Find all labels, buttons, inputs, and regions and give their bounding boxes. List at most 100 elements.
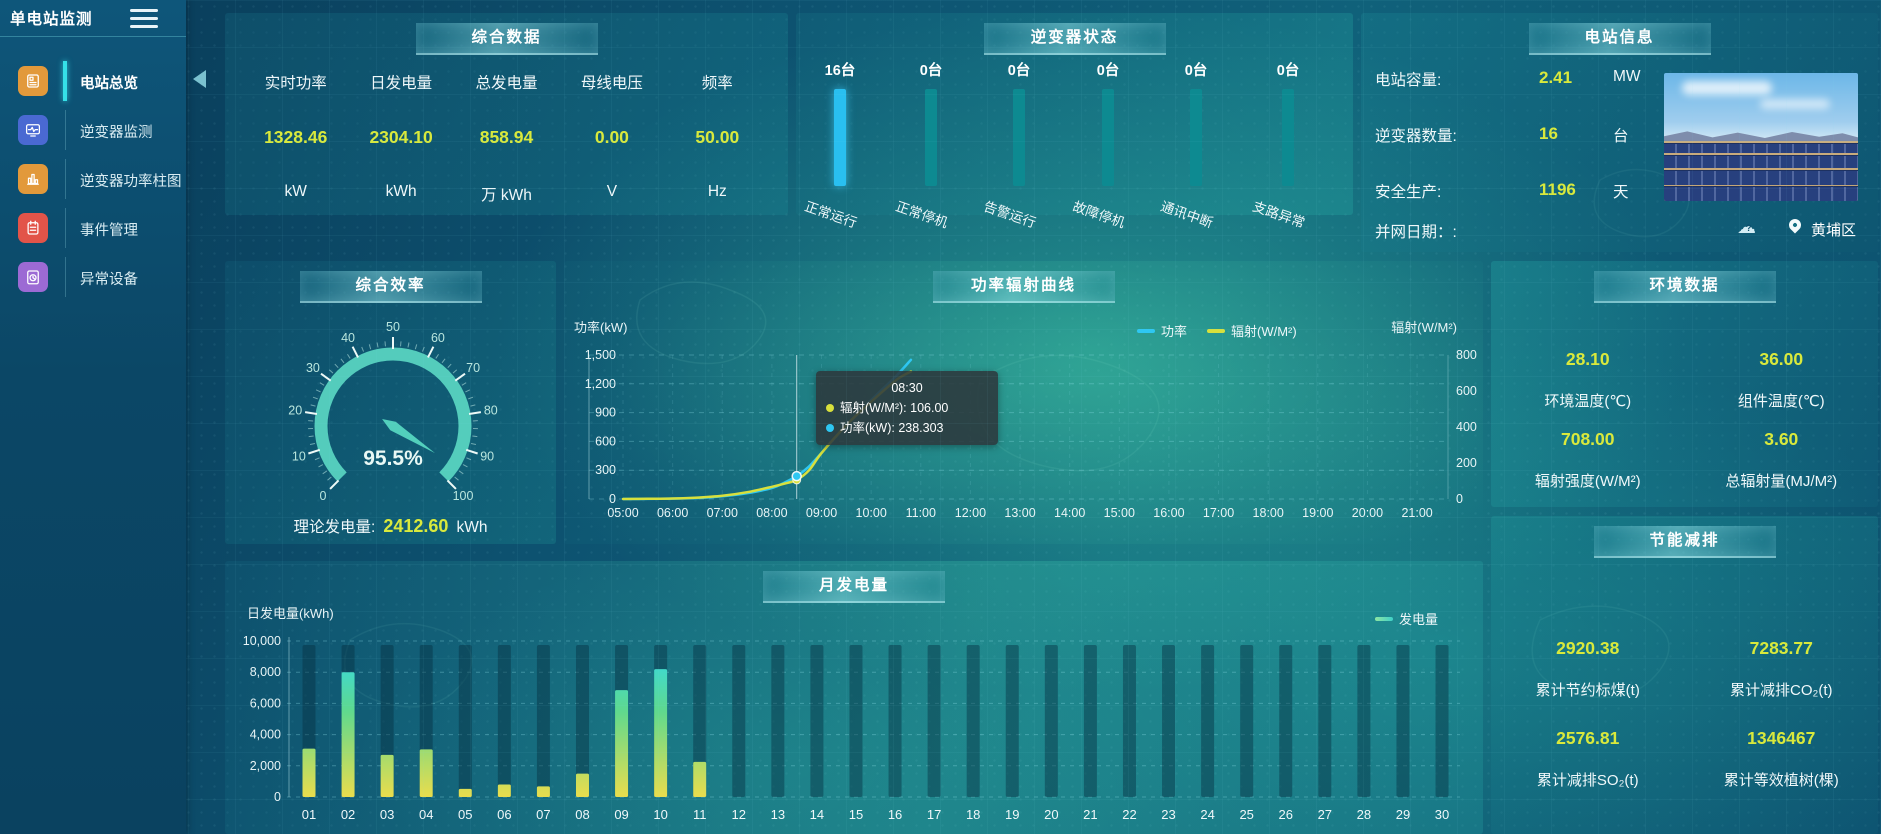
abnormal-device-icon xyxy=(18,262,48,292)
sidebar-item-4[interactable]: 事件管理 xyxy=(0,205,186,251)
inverter-status-group: 0台 通讯中断 xyxy=(1151,13,1241,231)
metric-env-3: 3.60 总辐射量(MJ/M²) xyxy=(1685,429,1879,491)
sidebar-item-2[interactable]: 逆变器监测 xyxy=(0,107,186,153)
legend-item-generation[interactable]: 发电量 xyxy=(1375,609,1438,628)
station-row-value: 2.41 xyxy=(1539,68,1573,87)
panel-title: 环境数据 xyxy=(1593,271,1776,303)
app-title: 单电站监测 xyxy=(10,11,93,28)
svg-text:05:00: 05:00 xyxy=(607,506,638,520)
svg-text:06:00: 06:00 xyxy=(657,506,688,520)
inverter-monitor-icon xyxy=(18,115,48,145)
svg-text:25: 25 xyxy=(1239,807,1253,822)
svg-text:24: 24 xyxy=(1200,807,1214,822)
svg-text:900: 900 xyxy=(595,406,616,420)
sidebar-item-1[interactable]: 电站总览 xyxy=(0,58,186,104)
tooltip-series-dot xyxy=(826,424,834,432)
inverter-count: 0台 xyxy=(1276,63,1300,79)
metric-value: 36.00 xyxy=(1759,349,1804,369)
svg-text:10,000: 10,000 xyxy=(243,634,281,648)
svg-text:27: 27 xyxy=(1318,807,1332,822)
metric-saving-1: 7283.77 累计减排CO₂(t) xyxy=(1685,638,1879,700)
active-indicator xyxy=(65,257,66,297)
weather-cloud-icon[interactable]: ☁? xyxy=(1737,217,1756,238)
metric-saving-2: 2576.81 累计减排SO₂(t) xyxy=(1491,728,1685,790)
metric-value: 28.10 xyxy=(1565,349,1610,369)
sidebar-divider xyxy=(0,36,186,37)
panel-environment-data: 环境数据 28.10 环境温度(℃) 36.00 组件温度(℃) 708.00 辐射强度(… xyxy=(1491,261,1878,507)
sidebar-item-label: 逆变器监测 xyxy=(80,125,153,141)
metric-env-0: 28.10 环境温度(℃) xyxy=(1491,349,1685,411)
hamburger-menu-icon[interactable] xyxy=(130,9,158,29)
svg-text:30: 30 xyxy=(306,361,320,375)
inverter-status-bar xyxy=(834,89,846,186)
inverter-status-group: 0台 告警运行 xyxy=(974,13,1064,231)
inverter-status-label: 支路异常 xyxy=(1250,198,1307,231)
chart-tooltip: 08:30 辐射(W/M²): 106.00 功率(kW): 238.303 xyxy=(816,371,998,445)
inverter-status-label: 通讯中断 xyxy=(1158,198,1215,231)
svg-text:12: 12 xyxy=(732,807,746,822)
inverter-status-bar xyxy=(1102,89,1114,186)
svg-text:11:00: 11:00 xyxy=(906,506,936,520)
line-chart-legend: 功率 辐射(W/M²) xyxy=(1137,321,1297,340)
svg-text:19: 19 xyxy=(1005,807,1019,822)
svg-text:29: 29 xyxy=(1396,807,1410,822)
legend-item-radiation[interactable]: 辐射(W/M²) xyxy=(1207,321,1297,340)
station-row-label: 并网日期：: xyxy=(1375,224,1457,241)
svg-text:100: 100 xyxy=(453,489,474,503)
svg-text:17:00: 17:00 xyxy=(1203,506,1234,520)
active-indicator xyxy=(65,208,66,248)
generation-bar-05 xyxy=(458,788,472,797)
station-photo xyxy=(1664,73,1858,201)
sidebar-item-5[interactable]: 异常设备 xyxy=(0,254,186,300)
footer-unit: kWh xyxy=(456,519,488,536)
metric-value: 708.00 xyxy=(1560,429,1615,449)
station-info-row: 电站容量: 2.41 MW xyxy=(1361,68,1878,92)
svg-text:11: 11 xyxy=(693,807,707,822)
station-row-label: 逆变器数量: xyxy=(1375,128,1457,145)
sidebar-item-label: 事件管理 xyxy=(80,223,138,239)
sidebar-collapse-arrow-icon[interactable] xyxy=(193,70,206,88)
svg-text:08: 08 xyxy=(575,807,589,822)
metric-label: 累计等效植树(棵) xyxy=(1723,772,1839,789)
panel-title: 电站信息 xyxy=(1528,23,1711,55)
legend-item-power[interactable]: 功率 xyxy=(1137,321,1187,340)
summary-label: 日发电量 xyxy=(370,75,433,92)
inverter-count: 16台 xyxy=(824,63,856,79)
generation-bar-04 xyxy=(419,749,433,797)
svg-text:15:00: 15:00 xyxy=(1104,506,1135,520)
svg-text:19:00: 19:00 xyxy=(1302,506,1333,520)
svg-text:21:00: 21:00 xyxy=(1401,506,1432,520)
svg-text:80: 80 xyxy=(484,404,498,418)
monthly-generation-chart[interactable]: 10,000 8,000 6,000 4,000 2,000 0 01 02 03 04 05 06 0… xyxy=(225,561,1483,834)
svg-text:40: 40 xyxy=(341,331,355,345)
svg-text:02: 02 xyxy=(341,807,355,822)
generation-bar-06 xyxy=(497,784,511,797)
svg-text:4,000: 4,000 xyxy=(250,728,281,742)
svg-text:0: 0 xyxy=(274,790,281,804)
summary-label: 母线电压 xyxy=(580,75,643,92)
panel-title: 综合效率 xyxy=(299,271,482,303)
svg-text:12:00: 12:00 xyxy=(955,506,986,520)
svg-text:10:00: 10:00 xyxy=(856,506,887,520)
sidebar-item-3[interactable]: 逆变器功率柱图 xyxy=(0,156,186,202)
inverter-status-group: 0台 故障停机 xyxy=(1063,13,1153,231)
svg-text:50: 50 xyxy=(386,320,400,334)
summary-label: 总发电量 xyxy=(475,75,538,92)
svg-text:90: 90 xyxy=(480,450,494,464)
tooltip-row: 功率(kW): 238.303 xyxy=(826,418,988,438)
tooltip-text: 功率(kW): 238.303 xyxy=(840,421,944,435)
metric-value: 2920.38 xyxy=(1556,638,1620,658)
svg-text:600: 600 xyxy=(1456,384,1477,398)
tooltip-text: 辐射(W/M²): 106.00 xyxy=(840,401,949,415)
tooltip-time: 08:30 xyxy=(891,381,923,395)
summary-value: 1328.46 xyxy=(264,127,328,147)
footer-value: 2412.60 xyxy=(383,516,449,536)
metric-saving-0: 2920.38 累计节约标煤(t) xyxy=(1491,638,1685,700)
legend-label: 功率 xyxy=(1161,324,1188,339)
svg-text:10: 10 xyxy=(292,450,306,464)
metric-value: 1346467 xyxy=(1747,728,1816,748)
summary-unit: Hz xyxy=(707,183,727,200)
efficiency-gauge-chart[interactable]: 0 10 20 30 40 50 60 70 80 90 100 xyxy=(225,261,556,544)
